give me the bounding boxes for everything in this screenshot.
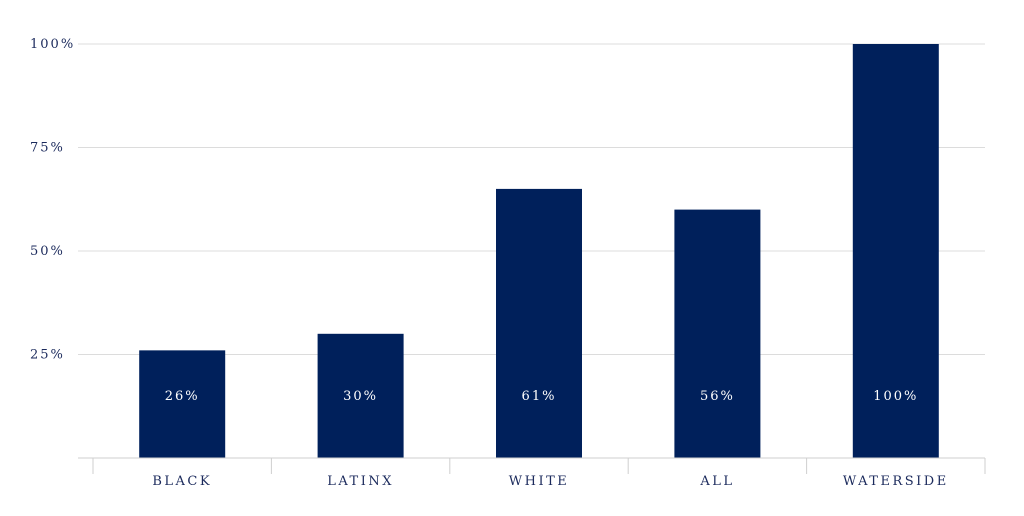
- category-label-all: ALL: [699, 474, 734, 489]
- y-tick-label: 25%: [30, 348, 65, 363]
- x-axis: [78, 457, 986, 474]
- data-label-black: 26%: [165, 389, 200, 404]
- x-axis-labels: BLACK LATINX WHITE ALL WATERSIDE: [152, 474, 949, 489]
- y-axis-ticks: 25% 50% 75% 100%: [30, 37, 75, 363]
- bar-all: [674, 209, 761, 458]
- data-label-white: 61%: [522, 389, 557, 404]
- category-label-latinx: LATINX: [327, 474, 394, 489]
- y-tick-label: 50%: [30, 244, 65, 259]
- data-label-waterside: 100%: [873, 389, 918, 404]
- bars: 26% 30% 61% 56% 100%: [139, 44, 939, 458]
- bar-waterside: [852, 44, 939, 458]
- y-tick-label: 75%: [30, 141, 65, 156]
- category-label-black: BLACK: [152, 474, 212, 489]
- bar-black: [139, 350, 226, 458]
- data-label-latinx: 30%: [343, 389, 378, 404]
- data-label-all: 56%: [700, 389, 735, 404]
- bar-latinx: [317, 333, 404, 458]
- bar-white: [496, 188, 582, 458]
- y-tick-label: 100%: [30, 37, 75, 52]
- category-label-white: WHITE: [509, 474, 570, 489]
- category-label-waterside: WATERSIDE: [843, 474, 949, 489]
